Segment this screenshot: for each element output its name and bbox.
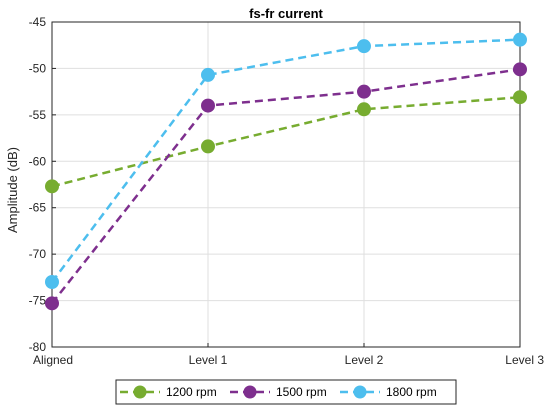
data-point <box>201 139 215 154</box>
legend-box <box>115 379 457 405</box>
legend-swatch-marker <box>353 385 367 399</box>
series-line <box>51 68 521 305</box>
data-point <box>357 39 371 54</box>
data-point <box>45 296 59 311</box>
data-point <box>45 179 59 194</box>
series-1200-rpm <box>45 90 527 194</box>
grid-lines <box>52 22 520 347</box>
data-point <box>357 102 371 117</box>
y-tick-label: -50 <box>29 61 47 75</box>
data-point <box>45 275 59 289</box>
legend-swatch-marker <box>243 385 257 399</box>
data-point <box>201 98 215 113</box>
y-tick-label: -45 <box>29 15 47 29</box>
data-point <box>513 62 527 77</box>
y-tick-label: -70 <box>29 247 47 261</box>
plot-area <box>51 21 521 348</box>
x-tick-label: Level 2 <box>345 353 384 367</box>
y-tick-label: -80 <box>29 340 47 354</box>
series-1800-rpm <box>45 32 527 289</box>
legend-label: 1500 rpm <box>276 385 327 399</box>
data-point <box>513 90 527 105</box>
data-point <box>357 84 371 99</box>
legend-item: 1500 rpm <box>230 385 327 399</box>
chart-title: fs-fr current <box>249 6 323 21</box>
y-axis-title: Amplitude (dB) <box>5 147 20 233</box>
legend-label: 1800 rpm <box>386 385 437 399</box>
series-1500-rpm <box>45 62 527 311</box>
legend-swatch-marker <box>133 385 147 399</box>
y-tick-label: -75 <box>29 294 47 308</box>
x-tick-label: Level 3 <box>505 353 544 367</box>
x-tick-label: Aligned <box>33 353 73 367</box>
data-point <box>201 67 215 82</box>
y-axis: -80 -75 -70 -65 -60 -55 -50 -45 <box>29 15 56 354</box>
y-tick-label: -60 <box>29 154 47 168</box>
y-tick-label: -65 <box>29 201 47 215</box>
legend-item: 1200 rpm <box>120 385 217 399</box>
series-line <box>51 95 521 188</box>
x-axis: Aligned Level 1 Level 2 Level 3 <box>33 343 544 367</box>
series-line <box>51 38 521 283</box>
y-tick-label: -55 <box>29 108 47 122</box>
data-point <box>513 32 527 47</box>
legend: 1200 rpm 1500 rpm 1800 rpm <box>115 379 457 405</box>
legend-label: 1200 rpm <box>166 385 217 399</box>
series-layer <box>45 32 527 311</box>
legend-item: 1800 rpm <box>340 385 437 399</box>
x-tick-label: Level 1 <box>189 353 228 367</box>
